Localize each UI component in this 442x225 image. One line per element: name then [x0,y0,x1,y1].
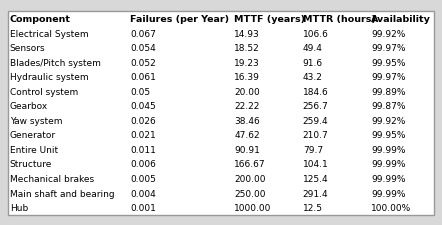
Text: Component: Component [10,15,71,24]
Text: 99.99%: 99.99% [371,145,406,154]
Text: Structure: Structure [10,160,52,169]
Text: Mechanical brakes: Mechanical brakes [10,174,94,183]
Text: 0.05: 0.05 [130,88,151,96]
Text: 0.005: 0.005 [130,174,156,183]
Text: Gearbox: Gearbox [10,102,48,111]
Text: 0.004: 0.004 [130,189,156,198]
Text: 99.95%: 99.95% [371,131,406,140]
FancyBboxPatch shape [8,12,434,215]
Text: 38.46: 38.46 [234,116,260,125]
Text: 99.95%: 99.95% [371,58,406,68]
Text: Hydraulic system: Hydraulic system [10,73,88,82]
Text: 99.97%: 99.97% [371,73,406,82]
Text: 0.054: 0.054 [130,44,156,53]
Text: 210.7: 210.7 [303,131,328,140]
Text: 90.91: 90.91 [234,145,260,154]
Text: Availability: Availability [371,15,431,24]
Text: 99.99%: 99.99% [371,160,406,169]
Text: 106.6: 106.6 [303,30,329,38]
Text: 79.7: 79.7 [303,145,323,154]
Text: 99.99%: 99.99% [371,189,406,198]
Text: Sensors: Sensors [10,44,46,53]
Text: 0.021: 0.021 [130,131,156,140]
Text: 0.045: 0.045 [130,102,156,111]
Text: 104.1: 104.1 [303,160,328,169]
Text: Failures (per Year): Failures (per Year) [130,15,229,24]
Text: Control system: Control system [10,88,78,96]
Text: 91.6: 91.6 [303,58,323,68]
Text: 99.87%: 99.87% [371,102,406,111]
Text: 256.7: 256.7 [303,102,328,111]
Text: 0.061: 0.061 [130,73,156,82]
Text: 0.006: 0.006 [130,160,156,169]
Text: 99.92%: 99.92% [371,116,406,125]
Text: Generator: Generator [10,131,56,140]
Text: 0.011: 0.011 [130,145,156,154]
Text: 16.39: 16.39 [234,73,260,82]
Text: 125.4: 125.4 [303,174,328,183]
Text: 14.93: 14.93 [234,30,260,38]
Text: 291.4: 291.4 [303,189,328,198]
Text: MTTR (hours): MTTR (hours) [303,15,376,24]
Text: Main shaft and bearing: Main shaft and bearing [10,189,114,198]
Text: 166.67: 166.67 [234,160,266,169]
Text: 99.99%: 99.99% [371,174,406,183]
Text: 22.22: 22.22 [234,102,259,111]
Text: MTTF (years): MTTF (years) [234,15,305,24]
Text: 20.00: 20.00 [234,88,260,96]
Text: Electrical System: Electrical System [10,30,88,38]
Text: 19.23: 19.23 [234,58,260,68]
Text: 0.001: 0.001 [130,203,156,212]
Text: 0.026: 0.026 [130,116,156,125]
Text: 0.067: 0.067 [130,30,156,38]
Text: 18.52: 18.52 [234,44,260,53]
Text: Hub: Hub [10,203,28,212]
Text: 250.00: 250.00 [234,189,266,198]
Text: 0.052: 0.052 [130,58,156,68]
Text: Blades/Pitch system: Blades/Pitch system [10,58,101,68]
Text: 49.4: 49.4 [303,44,323,53]
Text: 1000.00: 1000.00 [234,203,272,212]
Text: 100.00%: 100.00% [371,203,412,212]
Text: 259.4: 259.4 [303,116,328,125]
Text: 99.97%: 99.97% [371,44,406,53]
Text: 43.2: 43.2 [303,73,323,82]
Text: 99.89%: 99.89% [371,88,406,96]
Text: Yaw system: Yaw system [10,116,62,125]
Text: 200.00: 200.00 [234,174,266,183]
Text: 12.5: 12.5 [303,203,323,212]
Text: 184.6: 184.6 [303,88,328,96]
Text: Entire Unit: Entire Unit [10,145,58,154]
Text: 99.92%: 99.92% [371,30,406,38]
Text: 47.62: 47.62 [234,131,260,140]
